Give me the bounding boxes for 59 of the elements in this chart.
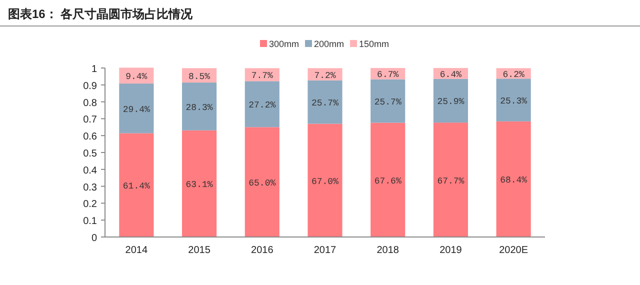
data-label: 29.4% [122, 104, 151, 115]
bar [496, 121, 531, 237]
data-label: 63.1% [186, 180, 214, 190]
bar [119, 133, 154, 237]
y-tick-label: 0.1 [83, 216, 98, 228]
data-label: 28.3% [186, 102, 214, 113]
bar [370, 79, 406, 123]
bar [370, 122, 406, 237]
data-label: 25.7% [311, 98, 340, 109]
data-label: 6.7% [377, 70, 400, 80]
legend-label: 200mm [314, 39, 344, 49]
data-label: 67.7% [437, 176, 465, 186]
x-tick-label: 2017 [314, 245, 337, 256]
bar [433, 78, 468, 123]
y-tick-label: 0.9 [83, 80, 98, 92]
bar [308, 68, 342, 80]
y-tick-label: 0.6 [83, 132, 98, 143]
legend-label: 300mm [269, 39, 300, 49]
data-label: 8.5% [188, 72, 211, 82]
y-tick-label: 0.3 [83, 182, 98, 194]
y-tick-label: 0 [91, 233, 98, 244]
y-tick-label: 0.5 [83, 148, 98, 160]
x-tick-label: 2019 [440, 245, 462, 256]
y-tick-label: 0.4 [83, 165, 98, 176]
data-label: 65.0% [248, 178, 276, 189]
bar [433, 122, 468, 237]
bar [182, 82, 217, 130]
chart-title: 图表16： 各尺寸晶圆市场占比情况 [8, 7, 194, 21]
bar [244, 81, 280, 128]
bar [496, 78, 531, 122]
data-label: 68.4% [500, 176, 528, 186]
bar [308, 80, 342, 124]
y-tick-label: 0.7 [83, 114, 98, 126]
data-label: 6.2% [502, 70, 525, 80]
x-tick-label: 2015 [188, 245, 211, 256]
data-label: 25.7% [374, 98, 402, 108]
data-label: 67.0% [311, 176, 340, 187]
data-label: 7.2% [314, 70, 336, 81]
data-label: 9.4% [126, 72, 148, 82]
y-tick-label: 0.2 [83, 199, 98, 210]
data-label: 7.7% [251, 71, 274, 82]
y-tick-label: 0.8 [83, 98, 98, 109]
bar [244, 127, 280, 237]
x-tick-label: 2014 [125, 245, 148, 256]
data-label: 25.9% [437, 97, 465, 108]
data-label: 67.6% [374, 176, 402, 186]
data-label: 25.3% [500, 96, 528, 107]
bar [119, 84, 154, 134]
bar [308, 124, 342, 237]
x-tick-label: 2020E [499, 245, 528, 256]
data-label: 6.4% [440, 70, 462, 80]
bar [119, 68, 154, 84]
data-label: 27.2% [248, 100, 276, 111]
data-label: 61.4% [122, 182, 151, 192]
legend-label: 150mm [359, 39, 390, 49]
x-tick-label: 2018 [376, 245, 400, 256]
y-tick-label: 1 [91, 64, 98, 75]
bar [182, 130, 217, 237]
x-tick-label: 2016 [251, 245, 274, 256]
